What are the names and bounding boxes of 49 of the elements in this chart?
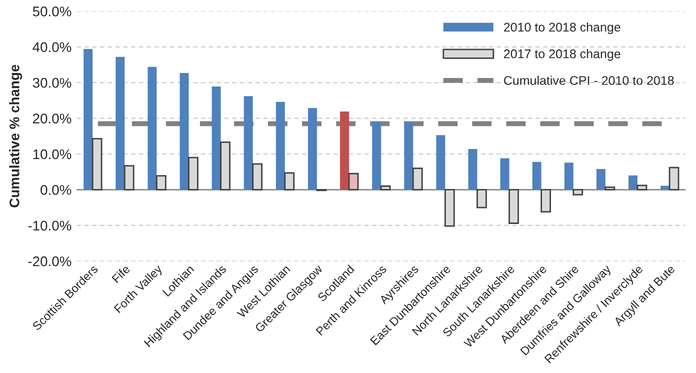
bar [372, 122, 382, 190]
bar [156, 175, 166, 190]
y-axis-title: Cumulative % change [9, 64, 22, 208]
bar [308, 108, 317, 190]
bar [244, 96, 253, 190]
y-tick-label: 40.0% [32, 42, 72, 52]
bar [468, 149, 478, 190]
bar [508, 189, 519, 224]
y-tick-label: 20.0% [33, 114, 72, 124]
bar [540, 189, 551, 213]
bar [444, 189, 455, 227]
bar [220, 142, 230, 190]
bar [564, 162, 574, 190]
bar [116, 56, 125, 190]
bar [340, 112, 350, 190]
bar [476, 189, 487, 208]
legend-label: 2017 to 2018 change [504, 49, 620, 61]
bar [404, 122, 414, 190]
bar [596, 168, 606, 190]
y-tick-label: -10.0% [28, 220, 72, 231]
bar [636, 184, 648, 190]
bar [92, 138, 102, 190]
legend-label: Cumulative CPI - 2010 to 2018 [504, 76, 674, 85]
bar [180, 72, 189, 190]
bar [252, 163, 263, 190]
bar [276, 102, 285, 190]
bar [188, 156, 198, 190]
y-tick-label: 50.0% [32, 6, 72, 16]
bar [412, 168, 423, 190]
bar [572, 189, 584, 196]
bar [124, 165, 134, 190]
y-tick-label: 10.0% [33, 149, 72, 160]
bar [628, 175, 638, 190]
bar [212, 86, 221, 190]
y-tick-label: 0.0% [40, 185, 72, 195]
x-tick-label: Fife [111, 264, 130, 284]
bar [500, 158, 510, 190]
bar [148, 66, 157, 190]
bar [532, 162, 542, 190]
y-tick-label: -20.0% [28, 256, 72, 266]
bar [604, 186, 616, 190]
bar [436, 135, 446, 190]
y-tick-label: 30.0% [32, 78, 72, 88]
bar [668, 166, 680, 190]
bar [84, 49, 93, 190]
bar [348, 172, 359, 190]
bar [284, 172, 295, 190]
bar [380, 185, 391, 190]
legend-label: 2010 to 2018 change [504, 22, 620, 34]
